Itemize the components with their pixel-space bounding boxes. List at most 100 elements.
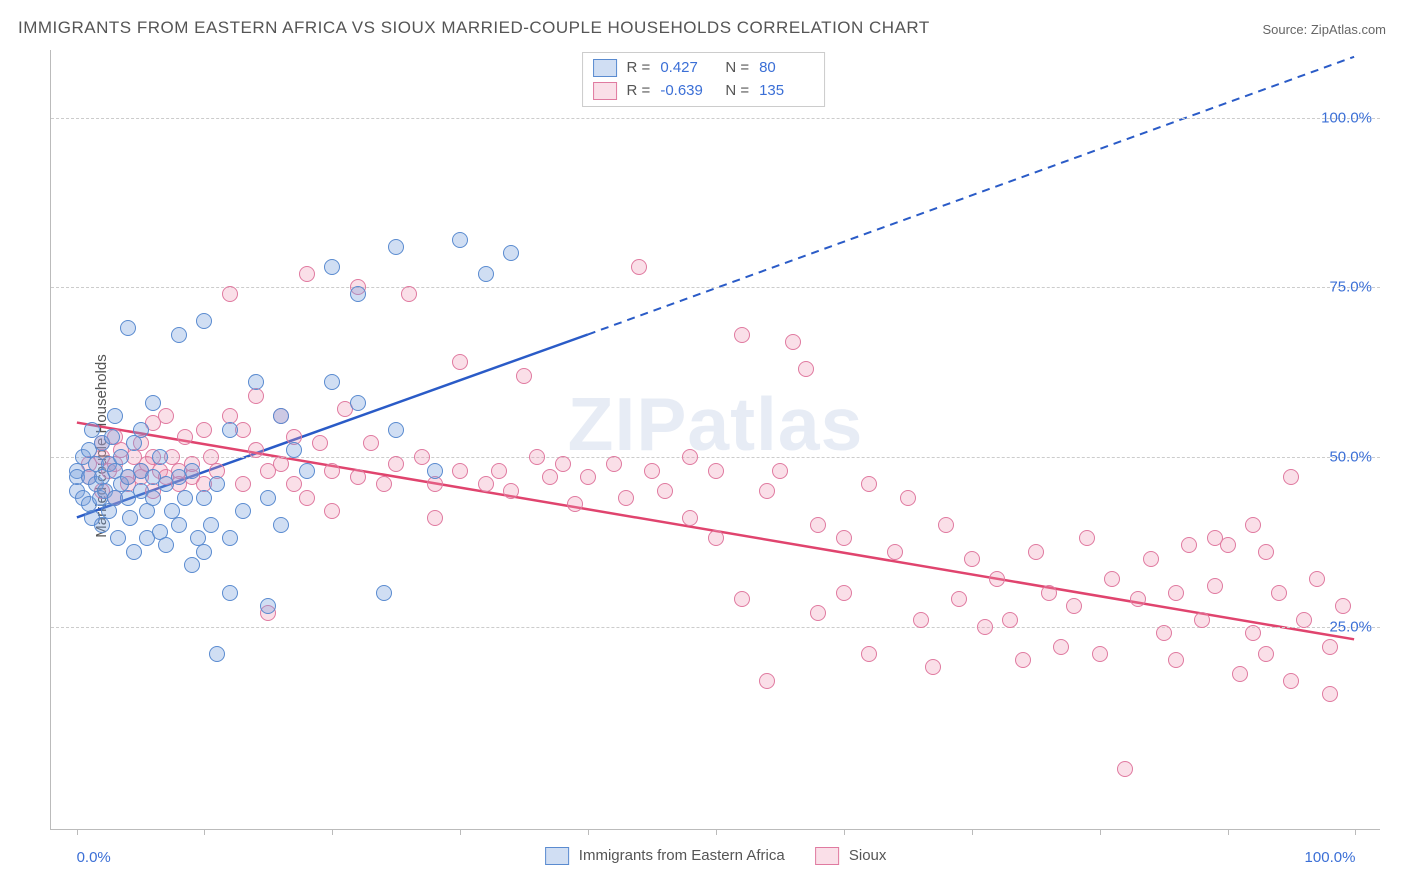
data-point-pink <box>708 463 724 479</box>
data-point-pink <box>1309 571 1325 587</box>
data-point-blue <box>452 232 468 248</box>
data-point-pink <box>1232 666 1248 682</box>
data-point-blue <box>209 476 225 492</box>
legend-item-pink: Sioux <box>815 847 887 865</box>
data-point-blue <box>324 374 340 390</box>
data-point-blue <box>152 449 168 465</box>
data-point-pink <box>785 334 801 350</box>
data-point-pink <box>644 463 660 479</box>
trend-lines-layer <box>51 50 1380 829</box>
legend-row-pink: R = -0.639 N = 135 <box>593 80 815 103</box>
data-point-blue <box>222 422 238 438</box>
data-point-pink <box>1079 530 1095 546</box>
data-point-pink <box>759 483 775 499</box>
data-point-blue <box>350 286 366 302</box>
data-point-pink <box>401 286 417 302</box>
data-point-pink <box>989 571 1005 587</box>
xtick-mark <box>1355 829 1356 835</box>
data-point-blue <box>196 544 212 560</box>
data-point-pink <box>1258 646 1274 662</box>
source-label: Source: ZipAtlas.com <box>1262 22 1386 37</box>
data-point-pink <box>1028 544 1044 560</box>
xtick-label: 100.0% <box>1305 849 1356 866</box>
legend-r-value-pink: -0.639 <box>660 80 715 103</box>
data-point-blue <box>126 544 142 560</box>
data-point-pink <box>452 463 468 479</box>
gridline <box>51 627 1380 628</box>
data-point-pink <box>836 585 852 601</box>
data-point-pink <box>1283 673 1299 689</box>
data-point-pink <box>376 476 392 492</box>
legend-label-pink: Sioux <box>849 847 887 864</box>
data-point-pink <box>900 490 916 506</box>
data-point-pink <box>567 496 583 512</box>
data-point-pink <box>1015 652 1031 668</box>
data-point-pink <box>964 551 980 567</box>
data-point-pink <box>631 259 647 275</box>
data-point-pink <box>913 612 929 628</box>
data-point-pink <box>1053 639 1069 655</box>
data-point-blue <box>107 408 123 424</box>
data-point-blue <box>478 266 494 282</box>
data-point-blue <box>324 259 340 275</box>
data-point-pink <box>887 544 903 560</box>
data-point-pink <box>951 591 967 607</box>
data-point-blue <box>203 517 219 533</box>
data-point-pink <box>414 449 430 465</box>
gridline <box>51 118 1380 119</box>
data-point-blue <box>235 503 251 519</box>
data-point-pink <box>1335 598 1351 614</box>
data-point-pink <box>682 510 698 526</box>
xtick-mark <box>972 829 973 835</box>
data-point-pink <box>452 354 468 370</box>
data-point-blue <box>104 429 120 445</box>
data-point-pink <box>1322 686 1338 702</box>
data-point-pink <box>503 483 519 499</box>
data-point-pink <box>1296 612 1312 628</box>
data-point-pink <box>1245 625 1261 641</box>
data-point-blue <box>158 537 174 553</box>
data-point-pink <box>196 422 212 438</box>
data-point-pink <box>1181 537 1197 553</box>
data-point-blue <box>196 313 212 329</box>
data-point-blue <box>248 374 264 390</box>
data-point-blue <box>286 442 302 458</box>
data-point-pink <box>235 476 251 492</box>
data-point-blue <box>273 408 289 424</box>
data-point-pink <box>1143 551 1159 567</box>
data-point-pink <box>324 463 340 479</box>
xtick-mark <box>1228 829 1229 835</box>
data-point-pink <box>388 456 404 472</box>
data-point-pink <box>350 469 366 485</box>
watermark: ZIPatlas <box>568 381 864 467</box>
plot-area: ZIPatlas R = 0.427 N = 80 R = -0.639 N =… <box>50 50 1380 830</box>
data-point-blue <box>376 585 392 601</box>
data-point-pink <box>772 463 788 479</box>
data-point-pink <box>1245 517 1261 533</box>
data-point-blue <box>388 422 404 438</box>
data-point-pink <box>1002 612 1018 628</box>
legend-r-value-blue: 0.427 <box>660 57 715 80</box>
data-point-pink <box>810 605 826 621</box>
watermark-zip: ZIP <box>568 382 688 466</box>
data-point-pink <box>798 361 814 377</box>
data-point-pink <box>555 456 571 472</box>
xtick-mark <box>77 829 78 835</box>
legend-row-blue: R = 0.427 N = 80 <box>593 57 815 80</box>
data-point-pink <box>1130 591 1146 607</box>
data-point-pink <box>222 286 238 302</box>
data-point-blue <box>273 517 289 533</box>
data-point-pink <box>1258 544 1274 560</box>
data-point-blue <box>171 517 187 533</box>
legend-swatch-pink <box>815 847 839 865</box>
data-point-pink <box>1168 652 1184 668</box>
xtick-mark <box>588 829 589 835</box>
legend-n-value-blue: 80 <box>759 57 814 80</box>
xtick-mark <box>204 829 205 835</box>
data-point-blue <box>177 490 193 506</box>
data-point-pink <box>1156 625 1172 641</box>
legend-series: Immigrants from Eastern Africa Sioux <box>545 847 887 865</box>
legend-n-label: N = <box>725 57 749 80</box>
data-point-pink <box>925 659 941 675</box>
ytick-label: 75.0% <box>1329 279 1372 296</box>
